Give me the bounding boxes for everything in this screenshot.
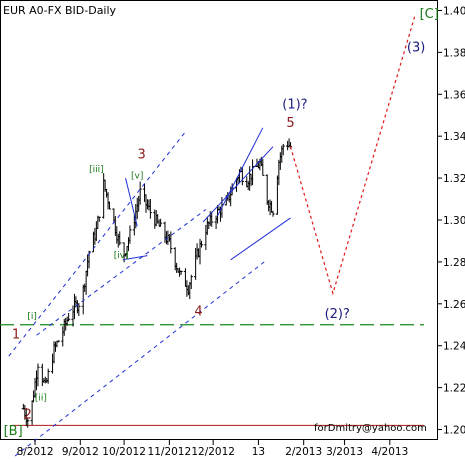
y-tick-label: 1.22 [443, 383, 465, 395]
price-bar [97, 216, 101, 222]
forecast-path [289, 16, 416, 296]
x-axis: 8/2012 9/2012 10/2012 11/2012 12/2012 13 2/201… [17, 440, 408, 458]
x-tick-label: 4/2013 [371, 446, 408, 458]
y-axis: 1.20 1.22 1.24 1.26 1.28 1.30 1.32 1.34 1.36 1.38… [438, 5, 465, 437]
chart-title: EUR A0-FX BID-Daily [3, 4, 117, 17]
wave-label: [ii] [35, 394, 47, 404]
channel-line-dashed [8, 261, 265, 462]
y-tick-label: 1.24 [443, 341, 465, 353]
price-bar [77, 303, 81, 317]
wave-label: (2)? [325, 307, 350, 322]
wave-label: [iv] [114, 251, 129, 261]
wave-label: 4 [194, 305, 202, 320]
price-bar [36, 363, 40, 387]
price-bar [169, 231, 173, 254]
watermark-text: forDmitry@yahoo.com [314, 423, 427, 434]
wave-label: [B] [4, 424, 23, 439]
trend-line [217, 127, 264, 217]
x-tick-label: 2/2013 [285, 446, 322, 458]
x-tick-label: 11/2012 [148, 446, 192, 458]
wave-label: 3 [137, 148, 145, 163]
wave-label: 1 [12, 328, 20, 343]
forecast-line [289, 16, 416, 296]
trend-line [202, 146, 274, 223]
trend-line [122, 255, 148, 261]
wave-label: [v] [131, 172, 143, 182]
price-bar [118, 231, 122, 246]
x-tick-label: 8/2012 [17, 446, 54, 458]
plot-frame [0, 0, 438, 440]
wave-label: 5 [286, 116, 294, 131]
channel-lines [8, 127, 291, 462]
price-bar [56, 340, 60, 343]
price-bar [210, 211, 214, 227]
price-bar [199, 240, 204, 248]
x-tick-label: 9/2012 [62, 446, 99, 458]
wave-label: 2 [24, 407, 32, 422]
price-bar [128, 225, 132, 244]
x-tick-label: 12/2012 [191, 446, 235, 458]
price-bar [159, 218, 163, 227]
price-bar [26, 418, 30, 428]
price-bar [281, 143, 285, 156]
price-bar [271, 210, 275, 217]
price-bar [240, 167, 244, 186]
price-bar [46, 368, 50, 384]
y-tick-label: 1.26 [443, 299, 465, 311]
price-bar [67, 313, 71, 322]
price-bar [179, 270, 183, 275]
price-bar [189, 274, 193, 290]
price-bar [107, 201, 112, 210]
wave-labels: [B] [C] 1 2 3 4 5 [i] [ii] [iii] [iv] [v] (1)? (2)? (3… [4, 7, 439, 439]
x-tick-label: 10/2012 [102, 446, 146, 458]
channel-line-dashed [36, 209, 207, 336]
x-tick-label: 13 [252, 446, 265, 458]
wave-label: (1)? [282, 97, 307, 112]
wave-label: [i] [27, 312, 37, 322]
y-tick-label: 1.38 [443, 47, 465, 59]
x-tick-label: 3/2013 [326, 446, 363, 458]
y-tick-label: 1.30 [443, 215, 465, 227]
y-tick-label: 1.32 [443, 173, 465, 185]
y-tick-label: 1.34 [443, 131, 465, 143]
wave-label: [iii] [89, 165, 104, 175]
price-bar [138, 181, 142, 205]
y-tick-label: 1.40 [443, 5, 465, 17]
y-tick-label: 1.20 [443, 425, 465, 437]
price-bar [148, 198, 152, 219]
price-bar [261, 158, 265, 176]
horizontal-lines [0, 324, 424, 426]
price-bars [21, 138, 293, 428]
y-tick-label: 1.36 [443, 89, 465, 101]
wave-label: [C] [420, 7, 439, 22]
trend-line [125, 177, 138, 227]
y-tick-label: 1.28 [443, 257, 465, 269]
wave-label: (3) [407, 41, 425, 56]
trend-line [230, 217, 291, 261]
